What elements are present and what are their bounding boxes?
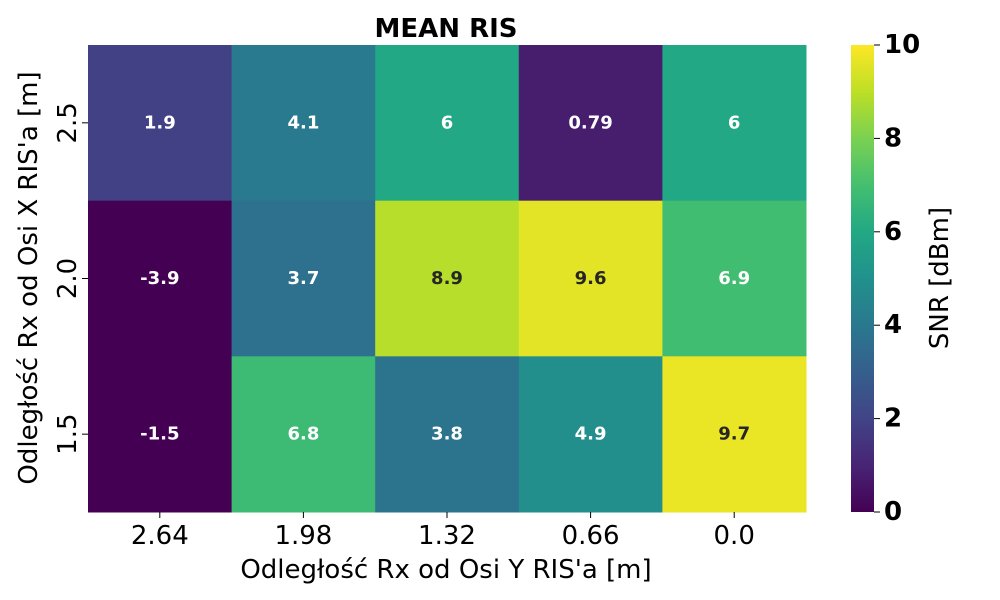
y-axis-label: Odległość Rx od Osi X RIS'a [m] <box>14 71 44 484</box>
heatmap-cell <box>662 356 807 513</box>
heatmap-cell <box>518 45 663 202</box>
heatmap-cell <box>88 45 233 202</box>
x-tick-label: 0.0 <box>714 521 755 551</box>
heatmap-cell <box>88 356 233 513</box>
cell-value-label: 9.6 <box>575 268 607 289</box>
heatmap-cell <box>88 200 233 357</box>
cell-value-label: 4.1 <box>287 112 319 133</box>
colorbar-tick-label: 2 <box>884 404 902 434</box>
colorbar <box>851 45 874 512</box>
cell-value-label: 1.9 <box>144 112 176 133</box>
x-tick-label: 0.66 <box>562 521 620 551</box>
colorbar-tick-label: 4 <box>884 310 902 340</box>
cell-value-label: 9.7 <box>718 424 750 445</box>
heatmap-cell <box>518 200 663 357</box>
colorbar-tick-label: 0 <box>884 497 902 527</box>
heatmap-cell <box>231 200 376 357</box>
colorbar-label: SNR [dBm] <box>925 207 955 349</box>
heatmap-cell <box>231 356 376 513</box>
cell-value-label: 6.8 <box>287 424 319 445</box>
y-axis-ticks: 2.5 2.0 1.5 <box>53 102 88 455</box>
cell-value-label: 0.79 <box>568 112 612 133</box>
heatmap-cell <box>518 356 663 513</box>
heatmap-cell <box>662 200 807 357</box>
x-axis-ticks: 2.64 1.98 1.32 0.66 0.0 <box>131 512 755 551</box>
heatmap-cell <box>662 45 807 202</box>
colorbar-tick-label: 6 <box>884 217 902 247</box>
cell-value-label: 4.9 <box>575 424 607 445</box>
heatmap-cells <box>88 45 807 513</box>
x-tick-label: 2.64 <box>131 521 189 551</box>
cell-value-label: 3.7 <box>287 268 319 289</box>
colorbar-tick-label: 10 <box>884 30 920 60</box>
heatmap-cell <box>375 356 520 513</box>
cell-value-label: 3.8 <box>431 424 463 445</box>
y-tick-label: 2.5 <box>53 102 83 143</box>
y-tick-label: 2.0 <box>53 258 83 299</box>
chart-title: MEAN RIS <box>375 14 518 44</box>
x-tick-label: 1.98 <box>274 521 332 551</box>
heatmap-cell <box>375 45 520 202</box>
cell-value-label: 6.9 <box>718 268 750 289</box>
heatmap-cell-labels: 1.9 4.1 6 0.79 6 -3.9 3.7 8.9 9.6 6.9 -1.5 6.8 3.8 4.… <box>140 112 750 444</box>
x-tick-label: 1.32 <box>418 521 476 551</box>
cell-value-label: 8.9 <box>431 268 463 289</box>
heatmap-cell <box>375 200 520 357</box>
cell-value-label: 6 <box>728 112 741 133</box>
cell-value-label: -3.9 <box>140 268 179 289</box>
colorbar-tick-label: 8 <box>884 123 902 153</box>
cell-value-label: -1.5 <box>140 424 179 445</box>
x-axis-label: Odległość Rx od Osi Y RIS'a [m] <box>240 555 651 585</box>
cell-value-label: 6 <box>441 112 454 133</box>
colorbar-ticks: 0 2 4 6 8 10 <box>874 30 920 527</box>
y-tick-label: 1.5 <box>53 413 83 454</box>
heatmap-cell <box>231 45 376 202</box>
